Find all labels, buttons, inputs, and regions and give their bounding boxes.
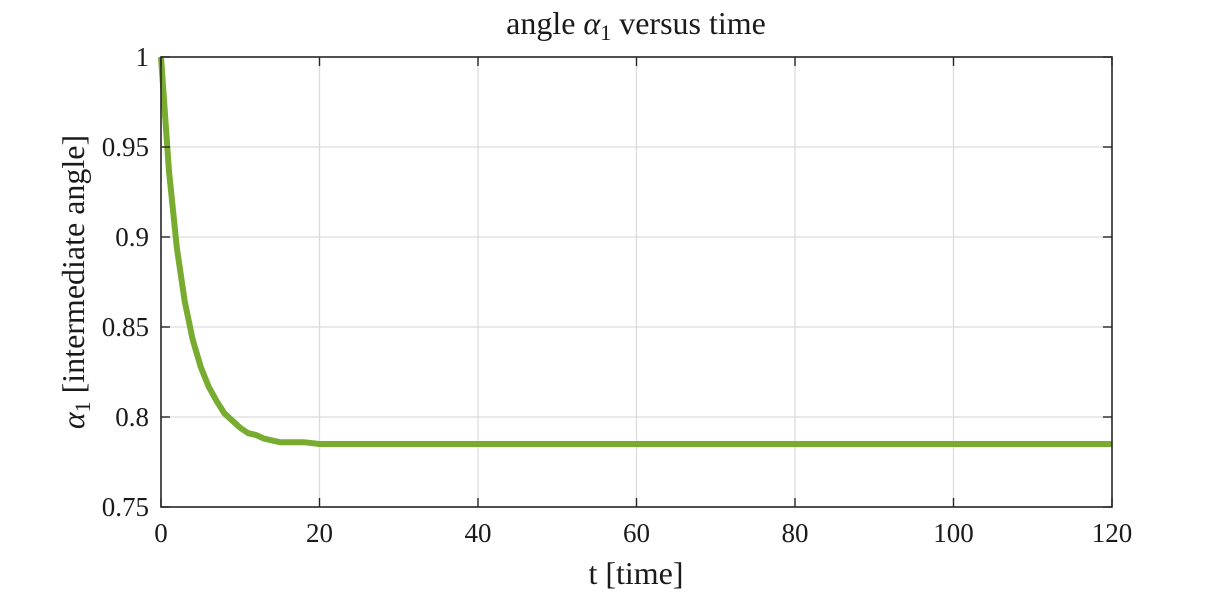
tick-labels: 0 20 40 60 80 100 120 0.75 0.8 0.85 0.9 0.95 1	[102, 42, 1133, 548]
x-tick-label: 0	[154, 518, 168, 548]
axes	[160, 56, 1113, 508]
y-axis-label: α1 [intermediate angle]	[55, 135, 95, 429]
x-tick-label: 100	[933, 518, 974, 548]
y-tick-label: 0.9	[115, 222, 149, 252]
x-tick-label: 20	[306, 518, 333, 548]
y-tick-label: 0.8	[115, 402, 149, 432]
y-axis-label-subscript: 1	[70, 401, 95, 412]
grid	[161, 57, 1112, 507]
x-tick-label: 60	[623, 518, 650, 548]
y-tick-label: 0.95	[102, 132, 149, 162]
y-tick-label: 1	[136, 42, 150, 72]
chart-title-suffix: versus time	[611, 5, 766, 41]
x-tick-label: 120	[1092, 518, 1133, 548]
chart-title-prefix: angle	[506, 5, 583, 41]
chart-title-symbol: α	[583, 5, 601, 41]
series-layer	[158, 56, 1112, 447]
x-axis-label: t [time]	[588, 555, 683, 591]
x-tick-label: 40	[465, 518, 492, 548]
y-axis-label-suffix: [intermediate angle]	[55, 135, 91, 402]
chart-title-subscript: 1	[600, 20, 611, 45]
series-line	[158, 56, 1112, 447]
y-tick-label: 0.75	[102, 492, 149, 522]
x-tick-label: 80	[782, 518, 809, 548]
y-tick-label: 0.85	[102, 312, 149, 342]
y-axis-label-symbol: α	[55, 411, 91, 429]
chart-title: angle α1 versus time	[506, 5, 766, 45]
